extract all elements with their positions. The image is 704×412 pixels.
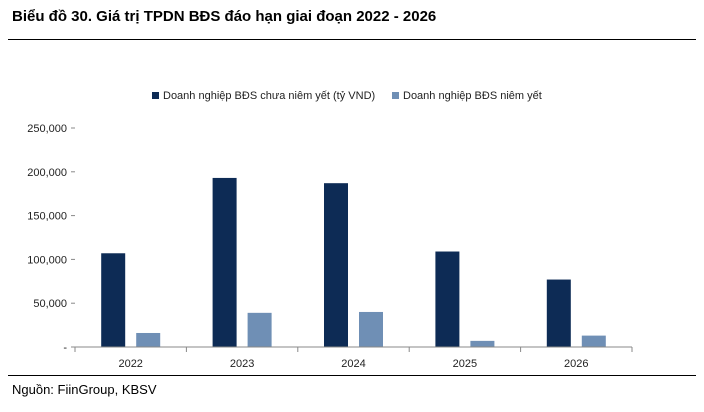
y-tick-label: 50,000 [33, 298, 67, 310]
bar-2026-series-2 [581, 335, 606, 347]
y-tick-label: - [63, 342, 67, 354]
legend-swatch-1 [152, 92, 159, 99]
legend-swatch-2 [392, 92, 399, 99]
x-axis: 2022 2023 2024 2025 2026 [74, 346, 633, 370]
bar-2025-series-1 [435, 251, 460, 347]
x-tick-label: 2024 [341, 358, 365, 370]
y-tick-label: 200,000 [27, 167, 67, 179]
bar-2023-series-1 [212, 177, 237, 347]
y-axis: - 50,000 100,000 150,000 200,000 250,000 [27, 123, 75, 354]
chart-title: Biểu đồ 30. Giá trị TPDN BĐS đáo hạn gia… [12, 8, 437, 25]
bar-2023-series-2 [247, 312, 272, 347]
y-tick-label: 250,000 [27, 123, 67, 135]
x-tick-label: 2023 [230, 358, 254, 370]
y-tick-label: 150,000 [27, 211, 67, 223]
x-tick-label: 2025 [453, 358, 477, 370]
footer-divider [8, 375, 696, 376]
bar-2026-series-1 [546, 279, 571, 347]
y-tick-label: 100,000 [27, 254, 67, 266]
title-divider [8, 39, 696, 40]
bar-2024-series-1 [324, 183, 348, 347]
x-tick-label: 2022 [118, 358, 142, 370]
bar-2022-series-2 [136, 332, 161, 347]
bar-2025-series-2 [470, 340, 495, 347]
bar-2024-series-2 [359, 311, 383, 347]
legend-label-2: Doanh nghiệp BĐS niêm yết [403, 90, 542, 102]
source-note: Nguồn: FiinGroup, KBSV [12, 382, 157, 397]
bars-group [101, 177, 606, 347]
chart-legend: Doanh nghiệp BĐS chưa niêm yết (tỷ VND) D… [152, 90, 542, 102]
x-tick-label: 2026 [564, 358, 588, 370]
bar-2022-series-1 [101, 253, 126, 347]
legend-label-1: Doanh nghiệp BĐS chưa niêm yết (tỷ VND) [163, 90, 375, 102]
